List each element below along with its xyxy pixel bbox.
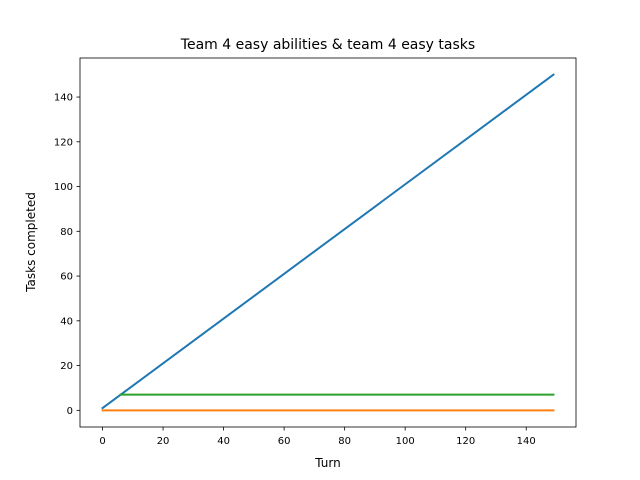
- y-tick-label: 100: [54, 182, 73, 193]
- x-tick-label: 20: [157, 436, 170, 447]
- x-tick-label: 140: [517, 436, 536, 447]
- y-tick-label: 40: [60, 316, 73, 327]
- y-tick-label: 140: [54, 93, 73, 104]
- x-tick-label: 120: [456, 436, 475, 447]
- axes-frame: [79, 57, 577, 428]
- x-axis-label: Turn: [314, 456, 340, 470]
- x-tick-label: 0: [99, 436, 105, 447]
- y-tick-label: 120: [54, 137, 73, 148]
- y-tick-label: 80: [60, 227, 73, 238]
- series-line-1: [101, 73, 555, 410]
- plot-area: [79, 57, 577, 428]
- x-tick-label: 80: [338, 436, 351, 447]
- chart-title: Team 4 easy abilities & team 4 easy task…: [180, 37, 475, 53]
- y-tick-label: 0: [67, 406, 73, 417]
- x-tick-label: 60: [278, 436, 291, 447]
- axis-ticks: 0 20 40 60 80 100 120 140 0 20 40 60 80 100 120 140: [54, 93, 536, 447]
- y-tick-label: 60: [60, 272, 73, 283]
- x-tick-label: 100: [396, 436, 415, 447]
- x-tick-label: 40: [217, 436, 230, 447]
- y-tick-label: 20: [60, 361, 73, 372]
- y-axis-label: Tasks completed: [24, 192, 38, 293]
